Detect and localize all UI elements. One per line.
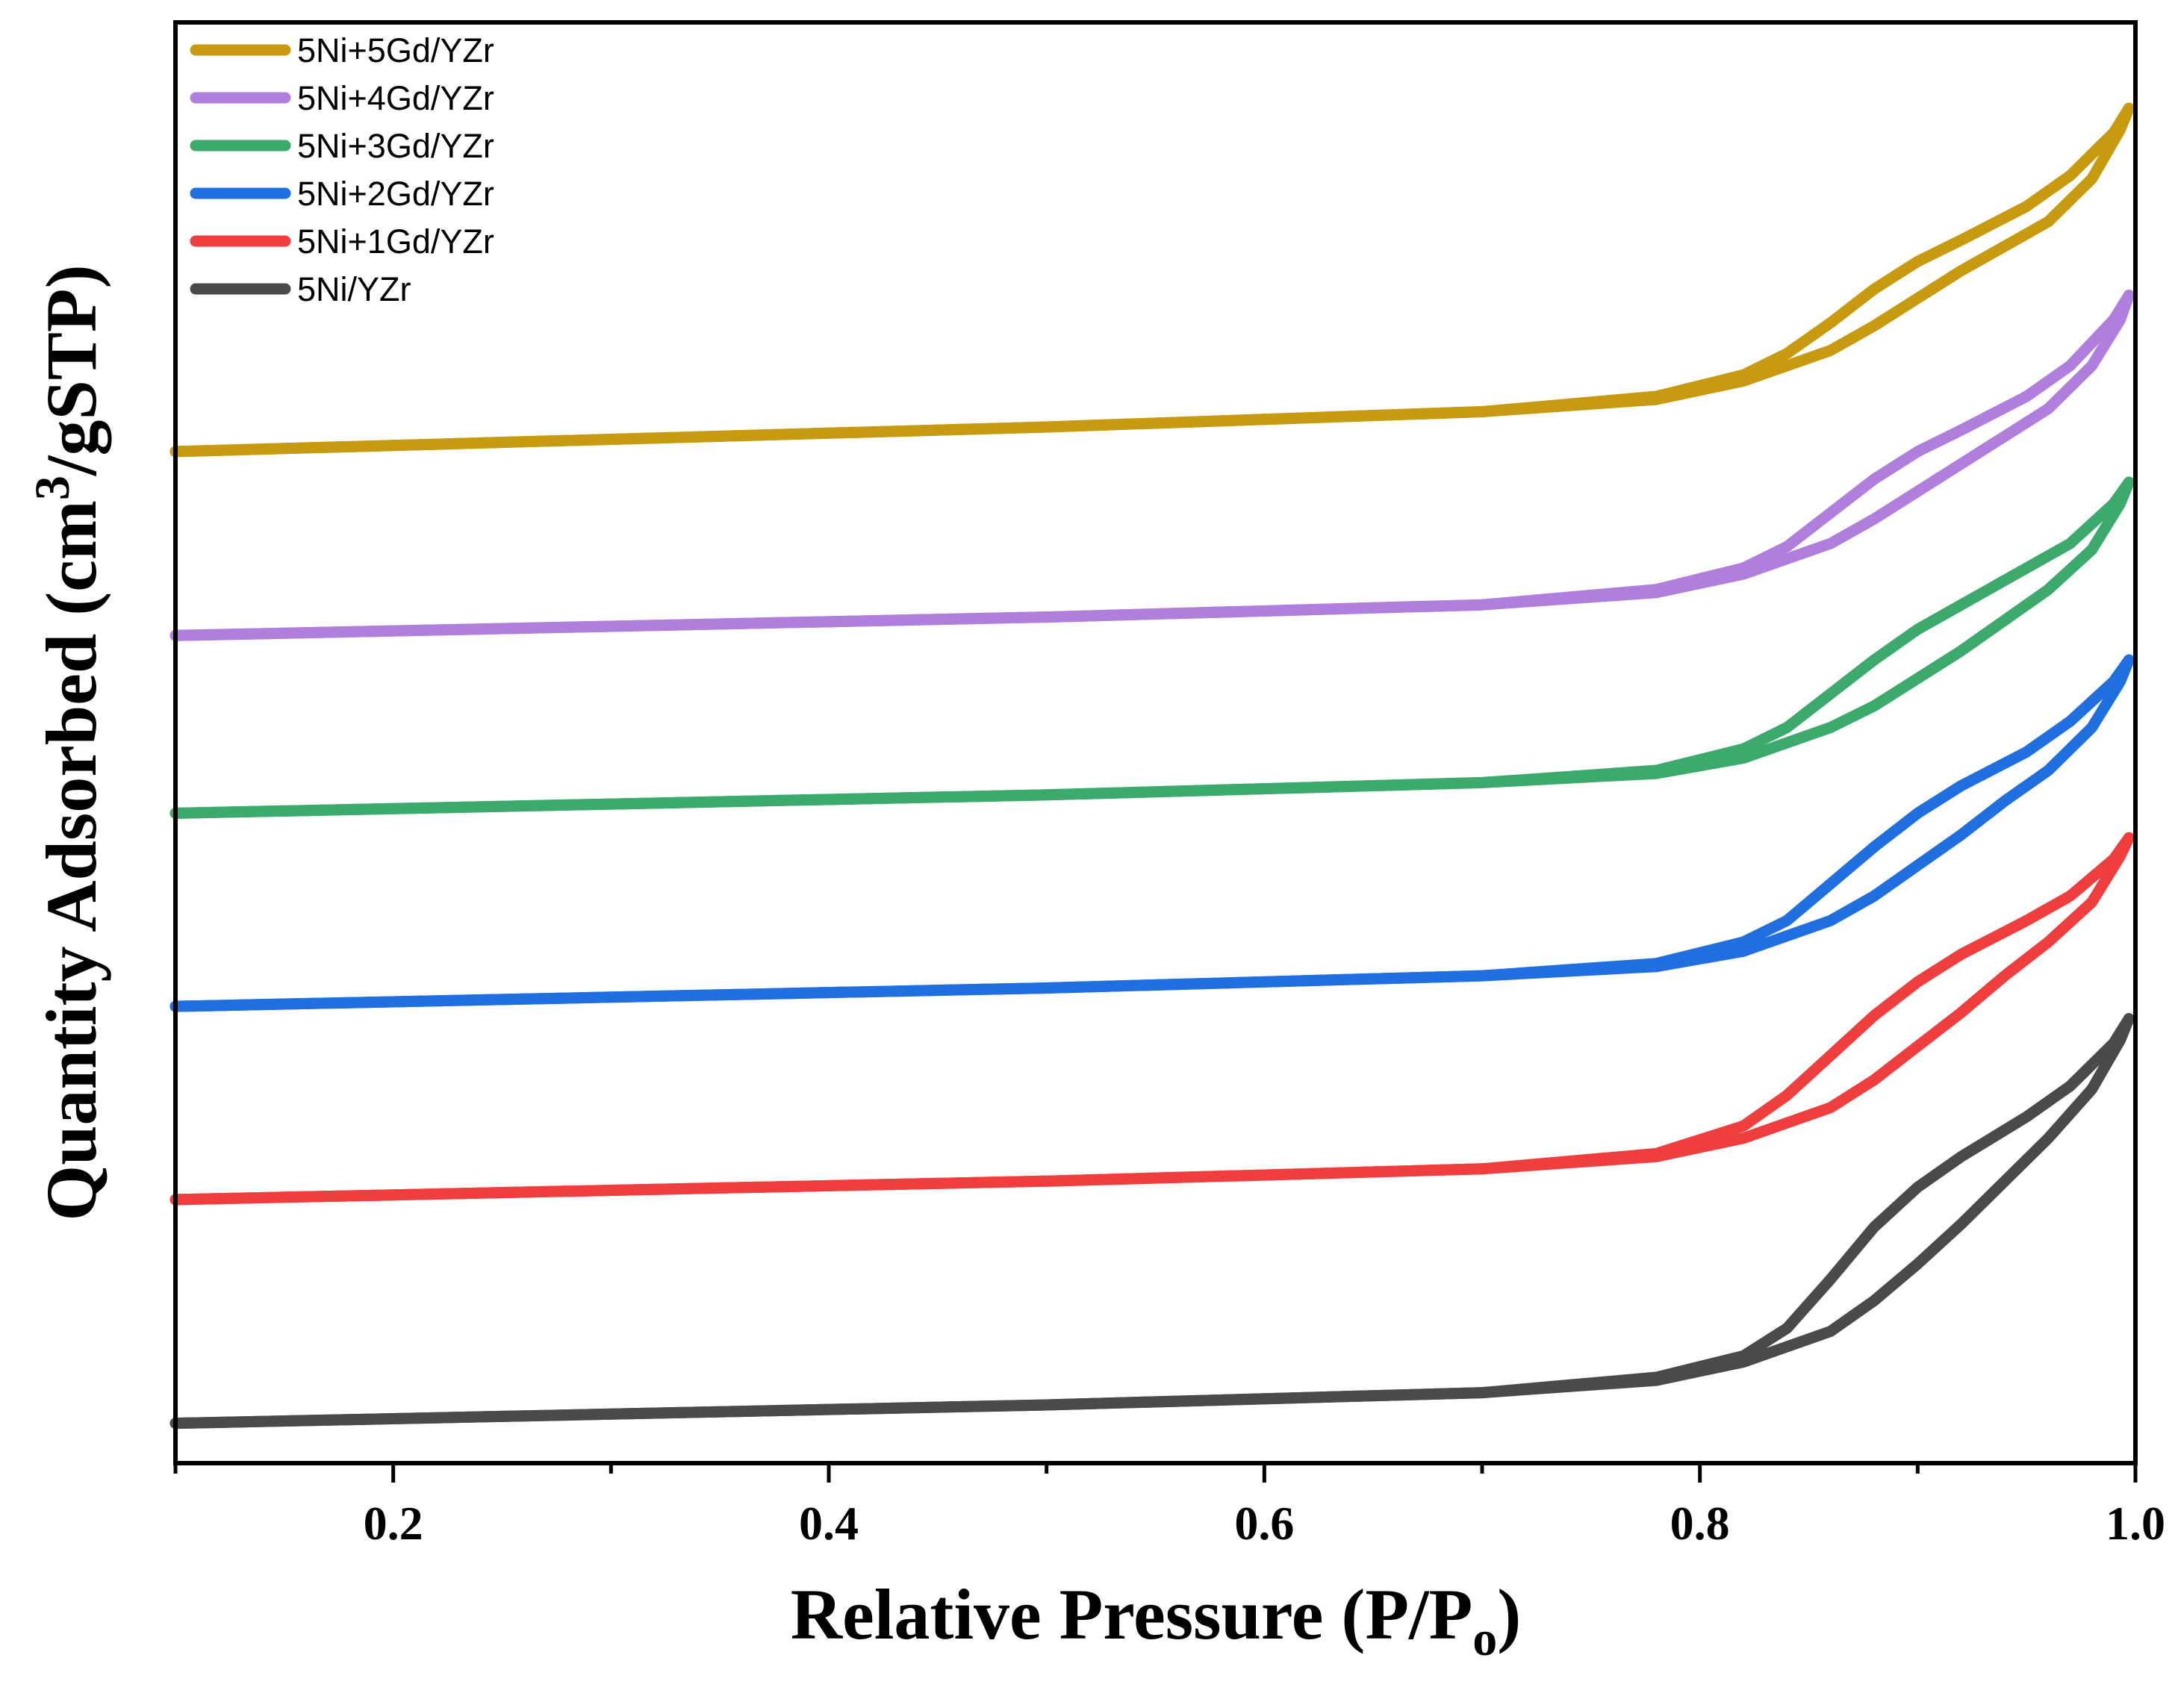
legend-label: 5Ni+1Gd/YZr <box>297 222 494 261</box>
x-axis-title-subscript: o <box>1472 1612 1497 1666</box>
legend-label: 5Ni+5Gd/YZr <box>297 31 494 69</box>
series-line-5ni-2gd-yzr-desorption <box>169 654 2135 1012</box>
y-axis-title-superscript: 3 <box>25 476 80 500</box>
series-line-5ni-5gd-yzr-desorption <box>169 102 2135 458</box>
x-axis-ticks: 0.2 0.4 0.6 0.8 1.0 <box>173 1463 2165 1550</box>
series-line-5ni-3gd-yzr-desorption <box>169 476 2135 819</box>
series-line-5ni-3gd-yzr-adsorption <box>169 476 2135 819</box>
legend-label: 5Ni+2Gd/YZr <box>297 175 494 213</box>
y-axis-title-end: /gSTP) <box>31 264 111 476</box>
x-tick-label: 0.8 <box>1670 1497 1730 1550</box>
x-axis-title: Relative Pressure (P/Po) <box>791 1574 1521 1666</box>
series-line-5ni-1gd-yzr-desorption <box>169 832 2135 1206</box>
legend-label: 5Ni+4Gd/YZr <box>297 79 494 117</box>
series-line-5ni-yzr-desorption <box>169 1013 2135 1430</box>
series-line-5ni-4gd-yzr-desorption <box>169 290 2135 641</box>
legend: 5Ni+5Gd/YZr 5Ni+4Gd/YZr 5Ni+3Gd/YZr 5Ni+2Gd… <box>190 31 494 308</box>
series-line-5ni-1gd-yzr-adsorption <box>169 832 2135 1206</box>
x-axis-title-end: ) <box>1497 1574 1521 1654</box>
y-axis-title: Quantity Adsorbed (cm3/gSTP) <box>25 264 111 1221</box>
x-tick-label: 0.2 <box>364 1497 423 1550</box>
legend-label: 5Ni/YZr <box>297 270 411 308</box>
legend-label: 5Ni+3Gd/YZr <box>297 127 494 165</box>
x-tick-label: 0.6 <box>1234 1497 1294 1550</box>
x-tick-label: 0.4 <box>799 1497 859 1550</box>
series-layer <box>169 102 2135 1430</box>
y-axis-title-main: Quantity Adsorbed (cm <box>31 500 111 1221</box>
plot-frame <box>173 20 2138 1465</box>
series-line-5ni-2gd-yzr-adsorption <box>169 654 2135 1012</box>
x-tick-label: 1.0 <box>2106 1497 2165 1550</box>
x-axis-title-main: Relative Pressure (P/P <box>791 1574 1473 1654</box>
series-line-5ni-yzr-adsorption <box>169 1013 2135 1430</box>
